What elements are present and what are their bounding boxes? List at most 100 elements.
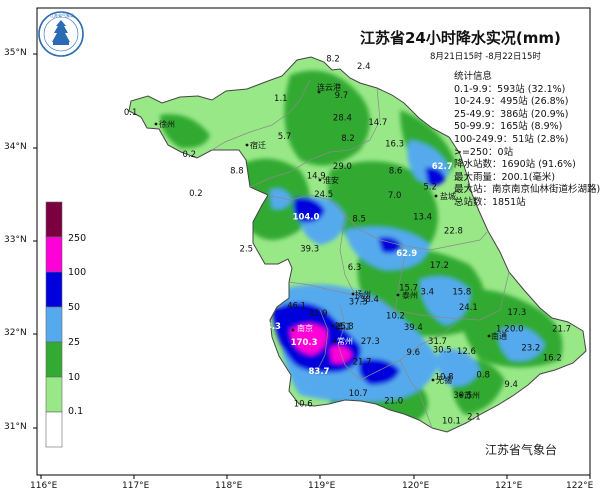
city-label-nanjing: 南京 bbox=[297, 323, 313, 333]
precip-value: 0.2 bbox=[183, 150, 197, 160]
stats-line: 100-249.9：51站 (2.8%) bbox=[454, 133, 569, 145]
precip-value: 2.4 bbox=[357, 62, 371, 72]
precip-value-high: 170.3 bbox=[291, 338, 318, 348]
precip-value: 10.6 bbox=[294, 400, 313, 410]
precip-value: 23.2 bbox=[521, 343, 540, 353]
map-title: 江苏省24小时降水实况(mm) bbox=[360, 29, 561, 47]
city-dot bbox=[317, 90, 321, 94]
precip-value: 17.2 bbox=[430, 261, 449, 271]
city-label-yancheng: 盐城 bbox=[440, 191, 456, 201]
precip-value-high: 83.7 bbox=[309, 367, 330, 377]
precip-value: 21.7 bbox=[353, 357, 372, 367]
precip-value: 0.2 bbox=[189, 189, 203, 199]
precip-value: 10.8 bbox=[435, 372, 454, 382]
stats-line: 25-49.9：386站 (20.9%) bbox=[454, 108, 569, 120]
precip-value: 12.6 bbox=[457, 347, 476, 357]
precip-value: 10.1 bbox=[442, 416, 461, 426]
city-label-changzhou: 常州 bbox=[337, 337, 353, 346]
precip-value: 9.6 bbox=[407, 348, 421, 358]
precip-value: 6.3 bbox=[348, 263, 362, 273]
precip-value-high: 54.3 bbox=[260, 322, 281, 332]
legend-swatch bbox=[45, 341, 63, 378]
legend-label-0-1: 0.1 bbox=[68, 406, 84, 417]
axis-ticks bbox=[33, 53, 591, 479]
logo-text: 江苏省气象局 bbox=[50, 12, 74, 18]
city-dot bbox=[245, 143, 249, 147]
precip-value: 39.4 bbox=[404, 323, 423, 333]
precip-value: 0.0 bbox=[510, 325, 524, 335]
station-markers bbox=[154, 90, 491, 397]
city-dot bbox=[331, 324, 335, 328]
city-label-zhenjiang: 镇江 bbox=[335, 321, 351, 331]
precip-value: 13.4 bbox=[413, 213, 432, 223]
precip-value: 5.2 bbox=[423, 183, 437, 193]
precip-value: 15.8 bbox=[452, 287, 471, 297]
precip-value-high: 62.7 bbox=[432, 162, 453, 172]
city-label-nantong: 南通 bbox=[491, 331, 507, 341]
legend-label-50: 50 bbox=[68, 302, 81, 313]
legend-swatch bbox=[45, 376, 63, 413]
city-label-taizhou: 泰州 bbox=[402, 290, 418, 300]
precip-value: 16.3 bbox=[385, 140, 404, 150]
legend-label-250: 250 bbox=[68, 233, 87, 244]
precip-value: 2.1 bbox=[467, 413, 481, 423]
precip-value: 8.2 bbox=[341, 134, 355, 144]
precip-value: 25.8 bbox=[335, 322, 354, 332]
city-dot bbox=[431, 378, 435, 382]
city-dot bbox=[459, 393, 463, 397]
stats-panel: 统计信息 0.1-9.9：593站 (32.1%) 10-24.9：495站 (… bbox=[454, 71, 600, 210]
precip-value: 1.1 bbox=[274, 94, 288, 104]
lon-label-116: 116°E bbox=[30, 481, 58, 491]
city-dot bbox=[487, 334, 491, 338]
precip-value: 3.4 bbox=[421, 287, 435, 297]
stats-line: 最大站：南京南京仙林街道杉湖路) bbox=[454, 184, 600, 196]
stats-line: 0.1-9.9：593站 (32.1%) bbox=[454, 83, 566, 95]
precip-value: 17.3 bbox=[507, 308, 526, 318]
city-dot bbox=[333, 339, 337, 343]
precip-value: 30.5 bbox=[433, 345, 452, 355]
city-label-yangzhou: 扬州 bbox=[355, 289, 371, 299]
agency-name: 江苏省气象台 bbox=[485, 443, 558, 457]
precip-value: 24.5 bbox=[314, 190, 333, 200]
city-dot bbox=[434, 194, 438, 198]
precip-value: 31.7 bbox=[428, 337, 447, 347]
precip-value: 9.4 bbox=[504, 380, 518, 390]
lon-label-118: 118°E bbox=[215, 481, 243, 491]
legend-swatch bbox=[45, 306, 63, 343]
lat-label-32: 32°N bbox=[4, 328, 27, 338]
stats-line: 50-99.9：165站 (8.9%) bbox=[454, 121, 563, 133]
precip-value: 8.5 bbox=[352, 214, 366, 224]
precip-value: 29.0 bbox=[333, 162, 352, 172]
stats-heading: 统计信息 bbox=[454, 71, 493, 82]
lat-label-34: 34°N bbox=[4, 142, 27, 152]
legend-swatch bbox=[45, 411, 63, 448]
precip-value: 38.4 bbox=[360, 295, 379, 305]
legend-label-10: 10 bbox=[68, 372, 81, 383]
city-label-suqian: 宿迁 bbox=[250, 140, 266, 150]
precip-value: 39.3 bbox=[300, 244, 319, 254]
stats-line: 降水站数：1690站 (91.6%) bbox=[454, 159, 576, 171]
precip-value: 46.1 bbox=[287, 301, 306, 311]
legend-label-25: 25 bbox=[68, 337, 81, 348]
city-labels: 连云港 徐州 宿迁 淮安 盐城 扬州 泰州 南通 南京 镇江 常州 无锡 苏州 bbox=[159, 82, 507, 400]
weather-bureau-logo-icon: 江苏省气象局 bbox=[38, 11, 84, 57]
precip-value: 14.7 bbox=[368, 118, 387, 128]
stats-line: >=250：0站 bbox=[454, 146, 514, 158]
precip-value-high: 104.0 bbox=[293, 213, 320, 223]
legend-swatch bbox=[45, 201, 63, 238]
stats-line: 10-24.9：495站 (26.8%) bbox=[454, 96, 569, 108]
precip-value-high: 62.9 bbox=[396, 249, 417, 259]
precip-value: 2.5 bbox=[240, 244, 254, 254]
city-dot bbox=[291, 328, 295, 332]
lon-label-119: 119°E bbox=[308, 481, 336, 491]
precip-value: 14.9 bbox=[307, 171, 326, 181]
city-dot bbox=[154, 122, 158, 126]
lon-label-117: 117°E bbox=[122, 481, 150, 491]
precip-value: 5.7 bbox=[278, 132, 292, 142]
city-dot bbox=[396, 293, 400, 297]
lon-label-121: 121°E bbox=[495, 481, 523, 491]
precip-value: 8.6 bbox=[389, 167, 403, 177]
